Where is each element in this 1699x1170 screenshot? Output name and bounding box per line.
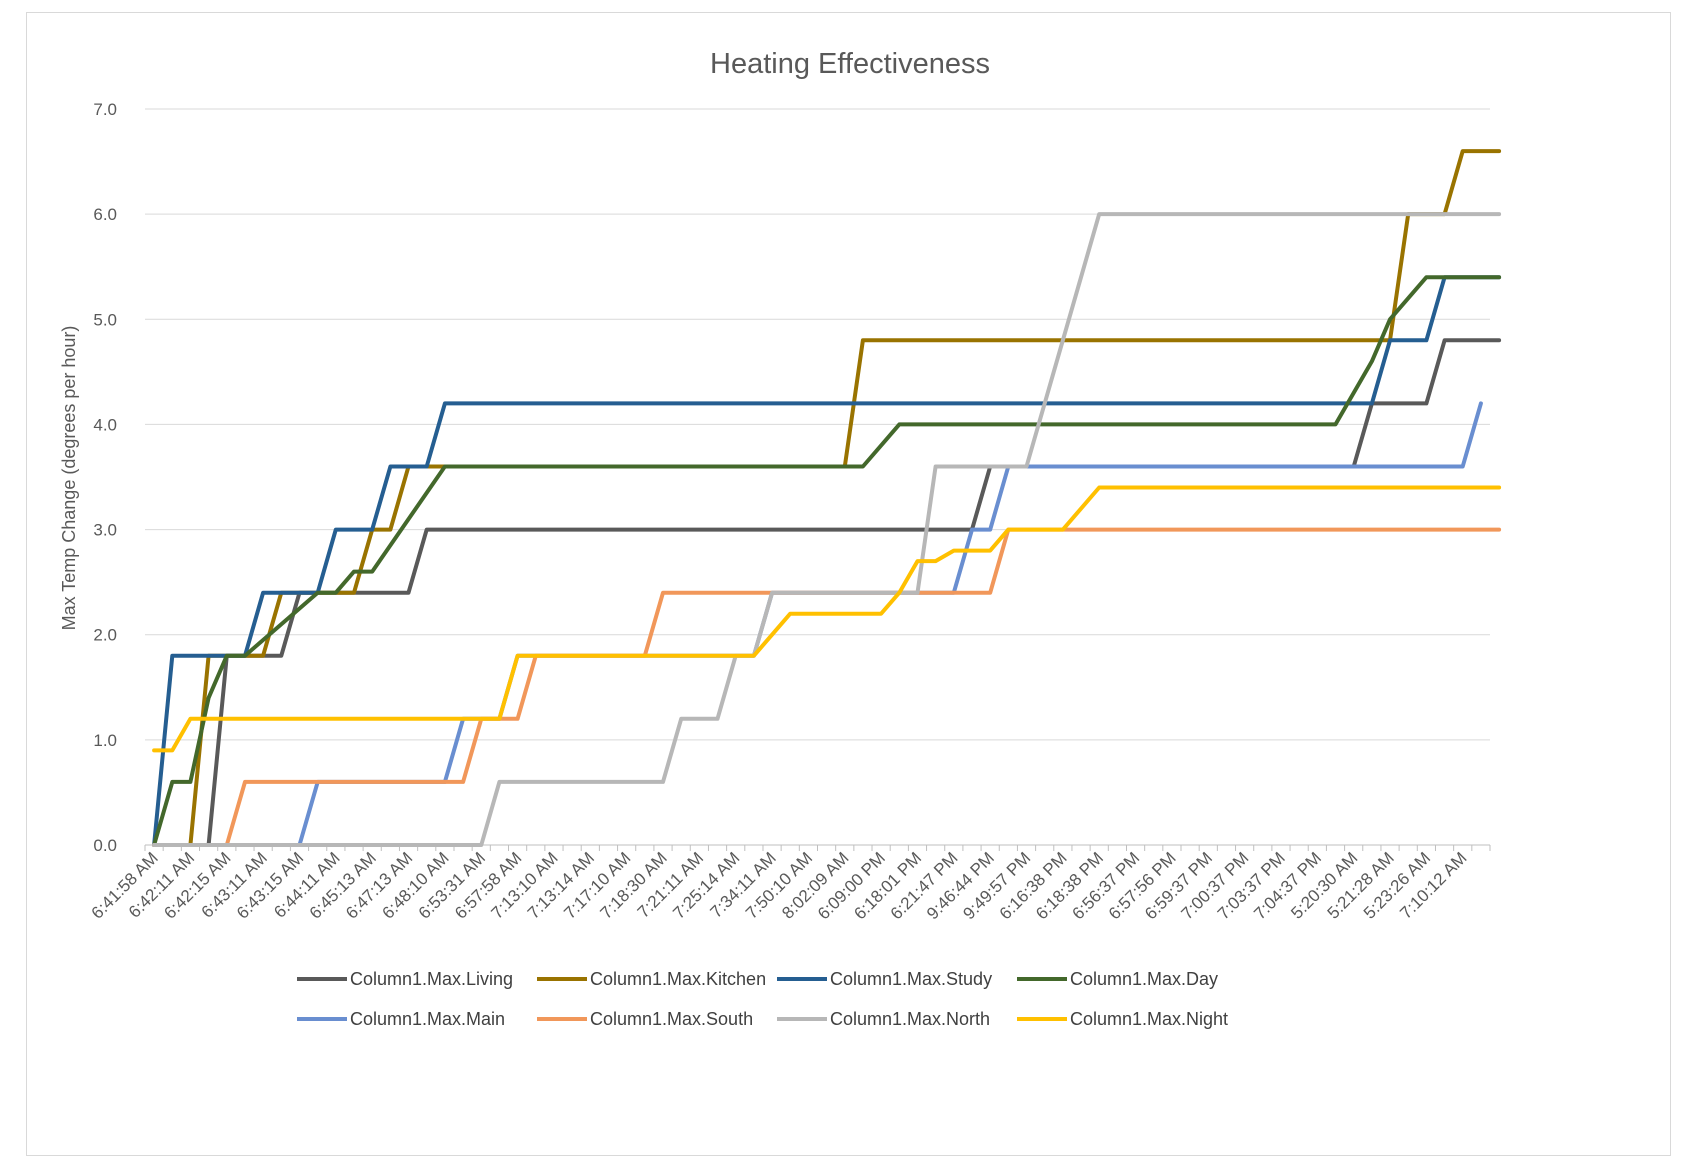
y-tick-label: 7.0 <box>93 100 117 119</box>
legend-label: Column1.Max.Night <box>1070 1009 1228 1029</box>
legend-item: Column1.Max.Main <box>297 1009 505 1029</box>
legend: Column1.Max.Living Column1.Max.Kitchen Col… <box>297 969 1228 1029</box>
series-line-main <box>152 401 1483 847</box>
y-tick-label: 3.0 <box>93 521 117 540</box>
series-line-south <box>152 527 1502 847</box>
y-axis-label: Max Temp Change (degrees per hour) <box>59 326 79 631</box>
chart-frame: Heating Effectiveness 0.0 1.0 2.0 3.0 4.0 5.0… <box>26 12 1671 1156</box>
legend-item: Column1.Max.Living <box>297 969 513 989</box>
y-tick-label: 5.0 <box>93 310 117 329</box>
chart-title: Heating Effectiveness <box>710 48 990 80</box>
series-line-study <box>152 275 1502 847</box>
legend-item: Column1.Max.Study <box>777 969 992 989</box>
legend-item: Column1.Max.North <box>777 1009 990 1029</box>
y-tick-label: 1.0 <box>93 731 117 750</box>
legend-label: Column1.Max.Living <box>350 969 513 989</box>
legend-item: Column1.Max.South <box>537 1009 753 1029</box>
y-tick-label: 0.0 <box>93 836 117 855</box>
y-tick-label: 2.0 <box>93 626 117 645</box>
series-line-living <box>152 338 1502 847</box>
series-line-kitchen <box>152 149 1502 847</box>
gridlines <box>145 108 1490 846</box>
legend-label: Column1.Max.South <box>590 1009 753 1029</box>
y-tick-label: 4.0 <box>93 415 117 434</box>
legend-item: Column1.Max.Night <box>1017 1009 1228 1029</box>
legend-label: Column1.Max.Study <box>830 969 992 989</box>
series-line-day <box>152 275 1502 847</box>
legend-label: Column1.Max.Kitchen <box>590 969 766 989</box>
line-chart: Heating Effectiveness 0.0 1.0 2.0 3.0 4.0 5.0… <box>59 48 1502 1029</box>
legend-label: Column1.Max.North <box>830 1009 990 1029</box>
series-line-night <box>152 485 1502 753</box>
y-axis-ticks: 0.0 1.0 2.0 3.0 4.0 5.0 6.0 7.0 <box>93 100 117 855</box>
legend-label: Column1.Max.Day <box>1070 969 1218 989</box>
legend-item: Column1.Max.Kitchen <box>537 969 766 989</box>
legend-label: Column1.Max.Main <box>350 1009 505 1029</box>
x-axis-ticks: 6:41:58 AM6:42:11 AM6:42:15 AM6:43:11 AM… <box>88 845 1491 923</box>
legend-item: Column1.Max.Day <box>1017 969 1218 989</box>
y-tick-label: 6.0 <box>93 205 117 224</box>
series-lines <box>152 149 1502 847</box>
